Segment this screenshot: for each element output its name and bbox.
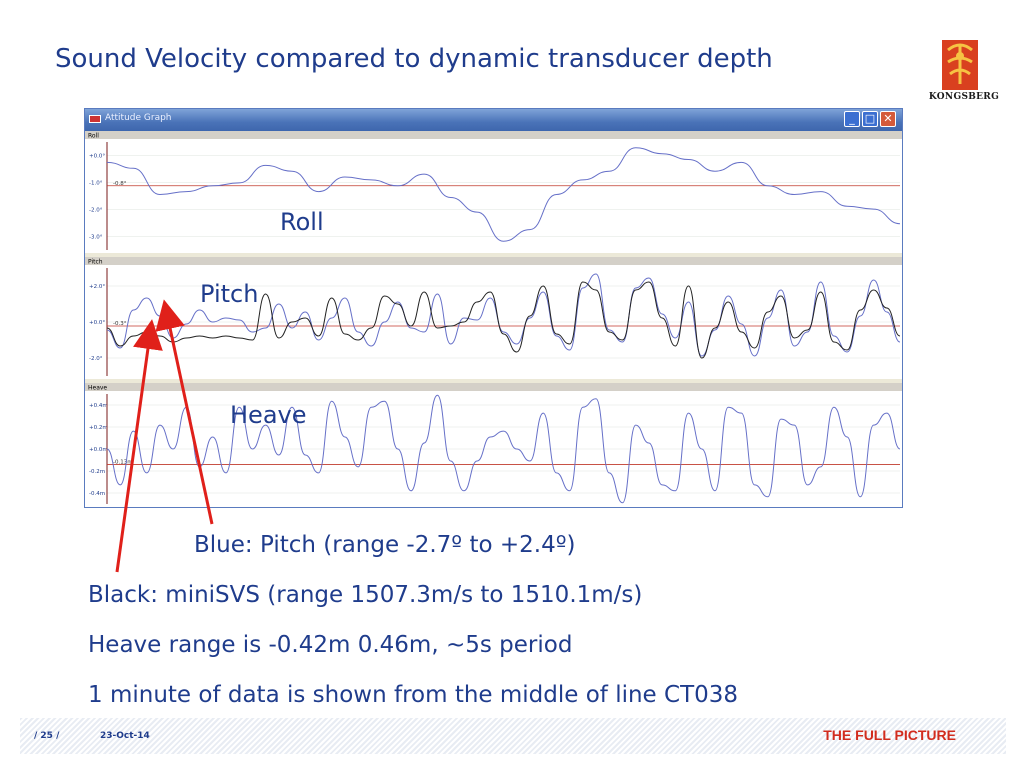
y-tick-label: -2.0°: [89, 208, 103, 214]
heave-note: Heave: [230, 401, 307, 429]
roll-note: Roll: [280, 208, 324, 236]
pitch-panel-label: Pitch: [88, 259, 103, 266]
heave-series-blue: [106, 394, 901, 504]
y-tick-label: +2.0°: [89, 284, 105, 290]
arrow-blue-pitch: [155, 299, 214, 525]
footer-bar: / 25 / 23-Oct-14 THE FULL PICTURE: [20, 718, 1006, 754]
roll-series-blue: [106, 147, 901, 242]
y-tick-label: +0.0°: [89, 320, 105, 326]
footer-date: 23-Oct-14: [100, 731, 150, 741]
window-title: Attitude Graph: [105, 113, 172, 123]
slide-title: Sound Velocity compared to dynamic trans…: [55, 44, 773, 74]
roll-panel-label: Roll: [88, 133, 99, 140]
y-tick-label: -3.0°: [89, 235, 103, 241]
y-tick-label: +0.0°: [89, 154, 105, 160]
pitch-series-blue: [106, 273, 901, 357]
y-tick-label: -0.2m: [89, 469, 105, 475]
caption-heave: Heave range is -0.42m 0.46m, ~5s period: [88, 632, 573, 658]
y-tick-label: -1.0°: [89, 181, 103, 187]
pitch-series-black: [106, 281, 901, 359]
page-number: / 25 /: [34, 731, 60, 741]
reference-label: -0.13m: [113, 460, 133, 466]
app-icon: [89, 115, 101, 123]
y-tick-label: +0.2m: [89, 425, 108, 431]
y-tick-label: +0.4m: [89, 403, 108, 409]
caption-black: Black: miniSVS (range 1507.3m/s to 1510.…: [88, 582, 643, 608]
reference-label: -0.3°: [113, 321, 127, 327]
window-titlebar[interactable]: Attitude Graph _ □ ✕: [85, 109, 902, 131]
caption-blue: Blue: Pitch (range -2.7º to +2.4º): [194, 532, 576, 558]
minimize-button[interactable]: _: [844, 111, 860, 127]
reference-label: -0.8°: [113, 181, 127, 187]
maximize-button[interactable]: □: [862, 111, 878, 127]
footer-tagline: THE FULL PICTURE: [823, 727, 956, 743]
y-tick-label: -2.0°: [89, 356, 103, 362]
heave-panel: Heave +0.4m +0.2m +0.0m -0.2m -0.4m -0.13m: [85, 383, 902, 507]
arrow-black-svs: [115, 319, 163, 573]
attitude-plots: Roll +0.0° -1.0° -2.0° -3.0° -0.8° Pitch +2.0° +…: [85, 131, 902, 507]
pitch-note: Pitch: [200, 280, 259, 308]
y-tick-label: +0.0m: [89, 447, 108, 453]
kongsberg-logo-icon: [942, 40, 978, 90]
y-tick-label: -0.4m: [89, 491, 105, 497]
attitude-graph-window[interactable]: Attitude Graph _ □ ✕ Roll +0.0° -1.0° -2.0°…: [84, 108, 903, 508]
roll-panel: Roll +0.0° -1.0° -2.0° -3.0° -0.8°: [85, 131, 902, 253]
caption-duration: 1 minute of data is shown from the middl…: [88, 682, 739, 708]
logo-wordmark: KONGSBERG: [928, 92, 1000, 102]
heave-panel-label: Heave: [88, 385, 107, 392]
close-button[interactable]: ✕: [880, 111, 896, 127]
pitch-panel: Pitch +2.0° +0.0° -2.0° -0.3°: [85, 257, 902, 379]
